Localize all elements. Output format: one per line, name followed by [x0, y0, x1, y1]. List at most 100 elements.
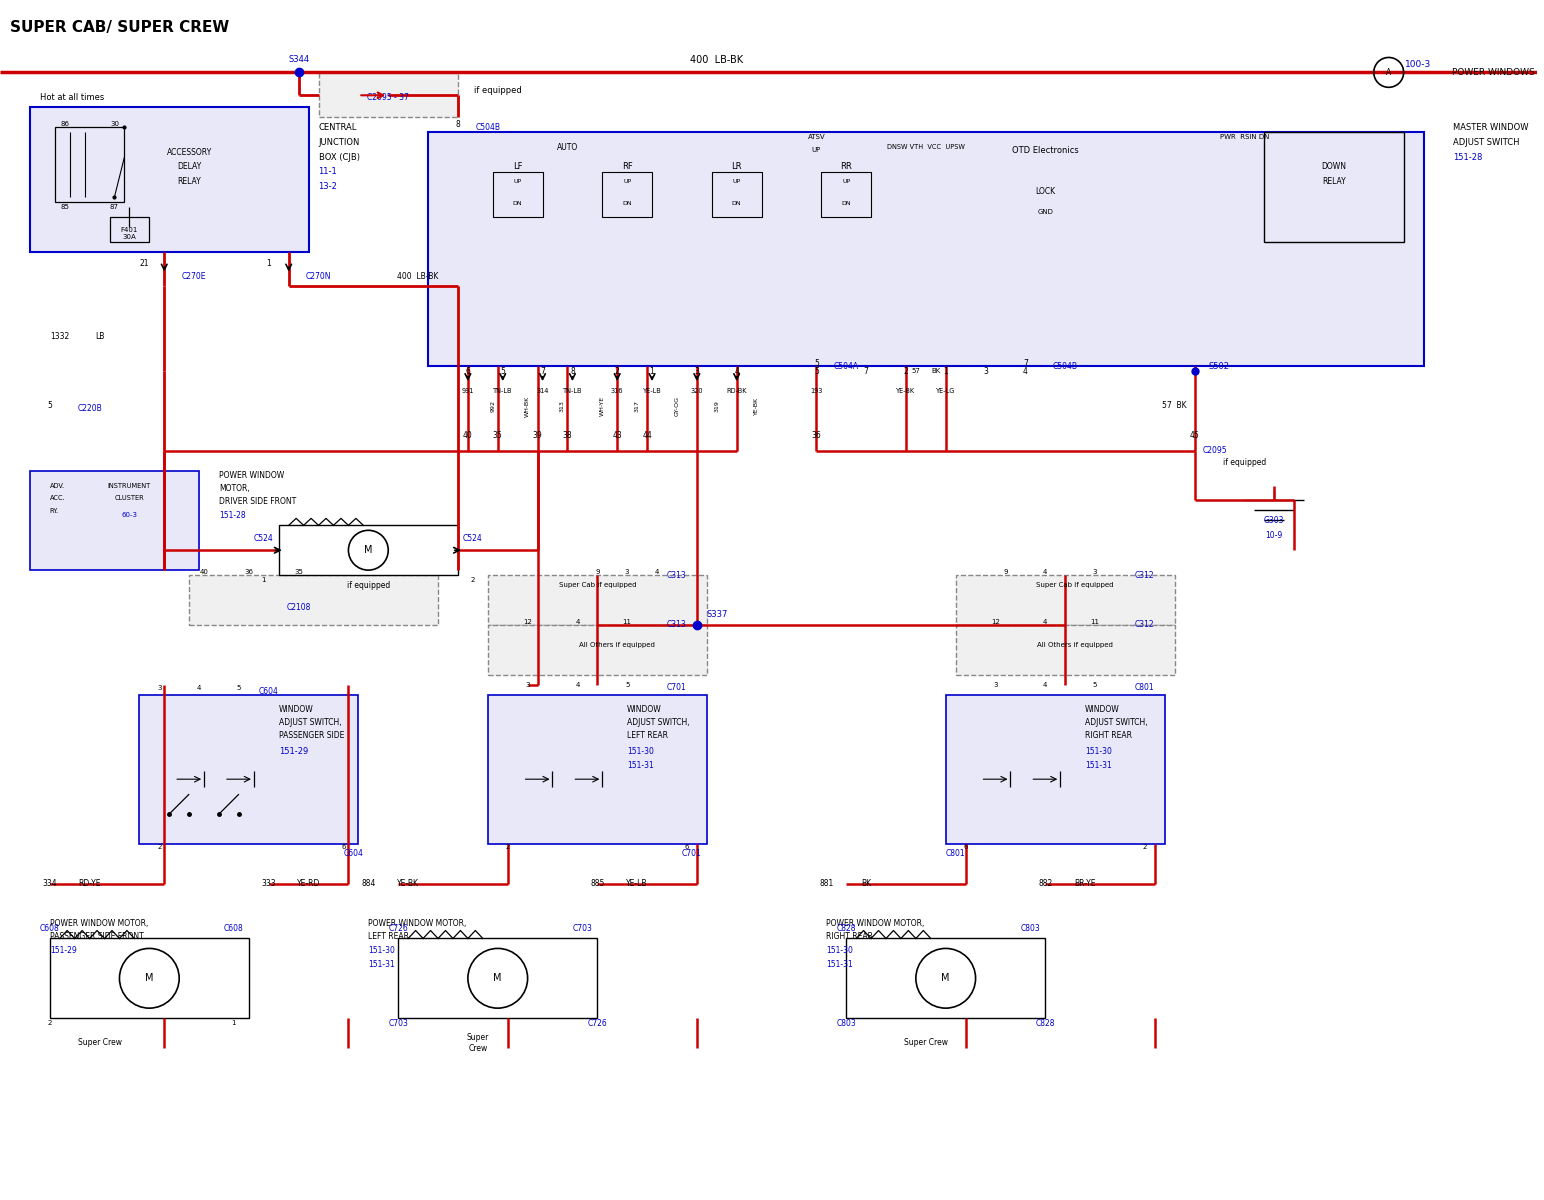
Text: DN: DN	[622, 202, 631, 206]
Text: C703: C703	[573, 924, 593, 934]
Text: 3: 3	[625, 569, 630, 575]
Text: C313: C313	[667, 571, 687, 580]
Text: 21: 21	[139, 259, 150, 268]
Text: M: M	[494, 973, 502, 983]
Text: 884: 884	[361, 880, 375, 888]
Text: 36: 36	[244, 569, 253, 575]
Text: 991: 991	[462, 388, 474, 394]
Text: C701: C701	[682, 850, 701, 858]
Text: RIGHT REAR: RIGHT REAR	[1085, 731, 1132, 740]
Text: Hot at all times: Hot at all times	[40, 92, 103, 102]
Text: POWER WINDOW MOTOR,: POWER WINDOW MOTOR,	[369, 919, 466, 928]
Text: 6: 6	[341, 844, 346, 850]
Text: 3: 3	[525, 682, 530, 688]
Text: 2: 2	[505, 844, 510, 850]
Text: POWER WINDOW MOTOR,: POWER WINDOW MOTOR,	[826, 919, 925, 928]
Bar	[54, 127, 125, 202]
Text: RF: RF	[622, 162, 633, 172]
Text: All Others if equipped: All Others if equipped	[1038, 642, 1113, 648]
Text: C270E: C270E	[182, 272, 207, 281]
Text: PWR  RSIN DN: PWR RSIN DN	[1220, 134, 1269, 140]
Text: 1: 1	[232, 1020, 236, 1026]
Text: ADV.: ADV.	[49, 482, 65, 488]
Text: 2: 2	[471, 577, 476, 583]
Text: C726: C726	[389, 924, 408, 934]
Text: DELAY: DELAY	[178, 162, 201, 172]
Text: INSTRUMENT: INSTRUMENT	[108, 482, 151, 488]
Text: 885: 885	[590, 880, 605, 888]
Text: C504B: C504B	[476, 122, 500, 132]
Bar	[712, 172, 761, 217]
Text: 5: 5	[814, 359, 818, 367]
Text: C2108: C2108	[287, 604, 310, 612]
Bar	[602, 172, 652, 217]
Text: 44: 44	[642, 431, 652, 440]
Bar	[40, 118, 219, 236]
Text: 13-2: 13-2	[318, 182, 338, 191]
Text: 4: 4	[198, 685, 201, 691]
Text: 151-29: 151-29	[49, 946, 77, 955]
Text: 193: 193	[811, 388, 823, 394]
Text: 1332: 1332	[49, 331, 69, 341]
Text: 1: 1	[261, 577, 266, 583]
Text: 2: 2	[615, 366, 619, 376]
Text: C604: C604	[259, 688, 279, 696]
Text: 86: 86	[60, 121, 69, 127]
Text: 11-1: 11-1	[318, 168, 337, 176]
Text: C2095 - 37: C2095 - 37	[367, 92, 409, 102]
Text: RELAY: RELAY	[1322, 178, 1346, 186]
Text: YE-LB: YE-LB	[627, 880, 648, 888]
Text: 151-31: 151-31	[826, 960, 852, 968]
Text: BOX (CJB): BOX (CJB)	[318, 152, 360, 162]
Text: 5: 5	[236, 685, 241, 691]
Text: S344: S344	[289, 55, 309, 64]
Text: YE-BK: YE-BK	[897, 388, 916, 394]
Bar	[821, 172, 871, 217]
Text: 12: 12	[991, 619, 1001, 625]
Text: M: M	[364, 545, 372, 556]
Text: 9: 9	[1004, 569, 1008, 575]
Text: C801: C801	[1135, 683, 1155, 692]
Text: 1: 1	[267, 259, 272, 268]
Text: 4: 4	[1044, 682, 1047, 688]
Text: 3: 3	[695, 366, 699, 376]
Text: UP: UP	[624, 179, 631, 185]
Text: DN: DN	[841, 202, 851, 206]
Text: M: M	[145, 973, 153, 983]
Text: LR: LR	[732, 162, 743, 172]
Text: POWER WINDOWS: POWER WINDOWS	[1451, 68, 1535, 77]
Text: 1: 1	[943, 366, 948, 376]
Text: S502: S502	[1209, 361, 1231, 371]
Text: LF: LF	[513, 162, 522, 172]
Bar	[318, 72, 459, 118]
Text: RR: RR	[840, 162, 852, 172]
Text: 151-30: 151-30	[369, 946, 395, 955]
Text: Super Crew: Super Crew	[903, 1038, 948, 1048]
Bar	[846, 938, 1045, 1018]
Text: GND: GND	[1038, 209, 1053, 215]
Text: G303: G303	[1265, 516, 1285, 524]
Text: 4: 4	[735, 366, 740, 376]
Text: 10-9: 10-9	[1266, 530, 1283, 540]
Text: 6: 6	[684, 844, 689, 850]
Text: 313: 313	[560, 400, 565, 412]
Text: 30A: 30A	[122, 234, 136, 240]
Text: ADJUST SWITCH,: ADJUST SWITCH,	[279, 718, 341, 727]
Text: ADJUST SWITCH,: ADJUST SWITCH,	[1085, 718, 1147, 727]
Text: 5: 5	[1093, 682, 1098, 688]
Text: 5: 5	[500, 366, 505, 376]
Text: BR-YE: BR-YE	[1075, 880, 1096, 888]
Text: 151-30: 151-30	[826, 946, 854, 955]
Text: 151-30: 151-30	[1085, 746, 1112, 756]
Text: 5: 5	[625, 682, 630, 688]
Text: 4: 4	[576, 619, 579, 625]
Text: 7: 7	[1024, 359, 1028, 367]
Text: 30: 30	[110, 121, 119, 127]
Text: 316: 316	[611, 388, 624, 394]
Text: AUTO: AUTO	[557, 143, 577, 151]
Text: 11: 11	[622, 619, 631, 625]
Text: 881: 881	[820, 880, 834, 888]
Bar	[493, 172, 542, 217]
Bar	[428, 132, 1424, 366]
Bar	[29, 470, 199, 570]
